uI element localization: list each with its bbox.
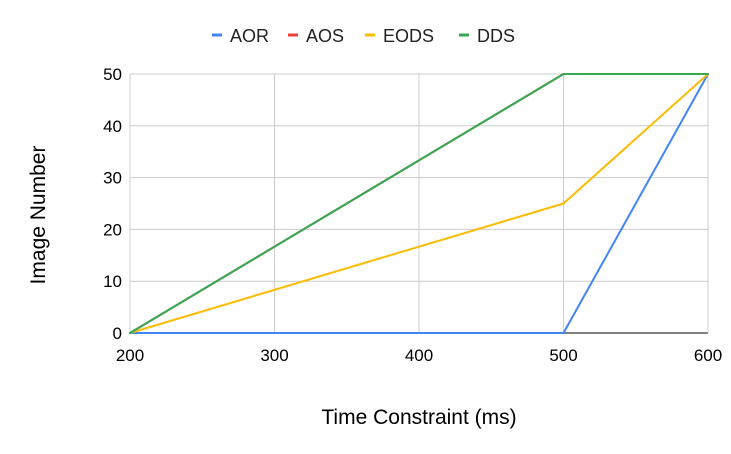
y-tick-label: 20 bbox=[103, 220, 122, 239]
x-axis-title: Time Constraint (ms) bbox=[321, 406, 516, 429]
series-line-eods bbox=[129, 73, 709, 334]
y-tick-label: 10 bbox=[103, 272, 122, 291]
legend-label-dds: DDS bbox=[477, 26, 515, 46]
legend: AOR AOS EODS DDS bbox=[212, 26, 515, 46]
y-tick-label: 50 bbox=[103, 65, 122, 84]
series-lines bbox=[129, 73, 709, 334]
x-tick-label: 200 bbox=[116, 346, 144, 365]
x-tick-label: 600 bbox=[694, 346, 722, 365]
grid bbox=[129, 73, 709, 334]
legend-label-aos: AOS bbox=[306, 26, 344, 46]
y-tick-label: 30 bbox=[103, 169, 122, 188]
legend-label-eods: EODS bbox=[383, 26, 434, 46]
legend-label-aor: AOR bbox=[230, 26, 269, 46]
y-axis-ticks: 0 10 20 30 40 50 bbox=[103, 65, 122, 343]
y-tick-label: 40 bbox=[103, 117, 122, 136]
x-tick-label: 400 bbox=[405, 346, 433, 365]
x-axis-ticks: 200 300 400 500 600 bbox=[116, 346, 722, 365]
y-axis-title: Image Number bbox=[27, 146, 50, 285]
y-tick-label: 0 bbox=[113, 324, 122, 343]
series-line-aor bbox=[129, 73, 709, 334]
x-tick-label: 300 bbox=[260, 346, 288, 365]
x-tick-label: 500 bbox=[549, 346, 577, 365]
series-line-dds bbox=[129, 73, 709, 334]
